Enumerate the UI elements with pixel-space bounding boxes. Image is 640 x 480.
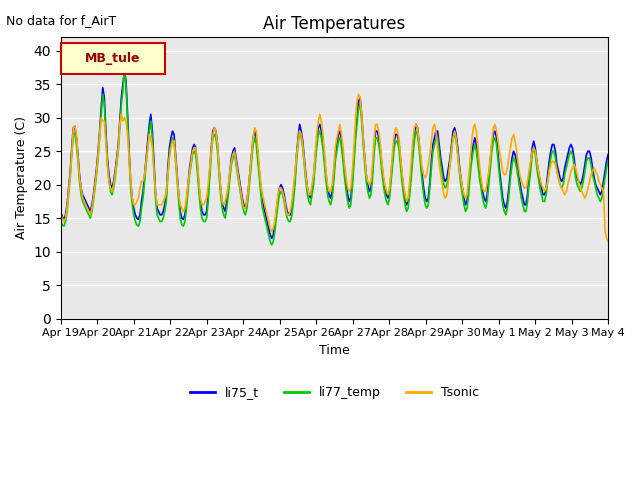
- X-axis label: Time: Time: [319, 344, 350, 357]
- li77_temp: [229, 155, 237, 161]
- li75_t: [229, 148, 237, 154]
- li77_temp: [268, 242, 276, 248]
- li77_temp: [120, 65, 128, 71]
- Y-axis label: Air Temperature (C): Air Temperature (C): [15, 117, 28, 240]
- FancyBboxPatch shape: [61, 43, 165, 74]
- li75_t: [566, 145, 573, 151]
- Tsonic: [228, 158, 236, 164]
- Line: li77_temp: li77_temp: [61, 68, 608, 245]
- li75_t: [604, 152, 612, 157]
- li77_temp: [217, 192, 225, 198]
- Tsonic: [604, 239, 612, 244]
- Tsonic: [134, 195, 142, 201]
- Text: No data for f_AirT: No data for f_AirT: [6, 14, 116, 27]
- li77_temp: [592, 185, 600, 191]
- li77_temp: [566, 152, 573, 157]
- Legend: li75_t, li77_temp, Tsonic: li75_t, li77_temp, Tsonic: [185, 381, 484, 404]
- Tsonic: [57, 212, 65, 218]
- Tsonic: [215, 165, 223, 171]
- li77_temp: [604, 158, 612, 164]
- li77_temp: [129, 202, 136, 208]
- li75_t: [268, 235, 276, 241]
- Line: Tsonic: Tsonic: [61, 94, 608, 241]
- Tsonic: [590, 165, 598, 171]
- Text: MB_tule: MB_tule: [85, 52, 141, 65]
- Title: Air Temperatures: Air Temperatures: [264, 15, 406, 33]
- li75_t: [129, 195, 136, 201]
- Tsonic: [127, 179, 134, 184]
- li77_temp: [57, 218, 65, 224]
- Tsonic: [355, 91, 362, 97]
- Line: li75_t: li75_t: [61, 71, 608, 238]
- li77_temp: [136, 218, 144, 224]
- li75_t: [57, 210, 65, 216]
- li75_t: [217, 185, 225, 191]
- li75_t: [120, 68, 128, 74]
- li75_t: [592, 182, 600, 188]
- Tsonic: [564, 182, 572, 188]
- li75_t: [136, 212, 144, 218]
